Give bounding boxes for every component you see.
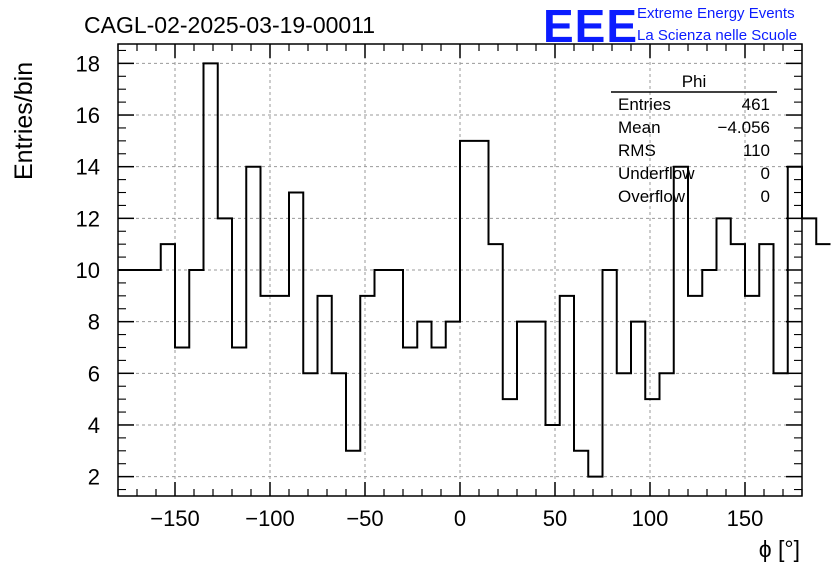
histogram-bin bbox=[403, 347, 417, 496]
histogram-bin bbox=[446, 322, 460, 496]
histogram-bin bbox=[745, 296, 759, 496]
histogram-bin bbox=[802, 218, 816, 496]
histogram-bin bbox=[360, 296, 374, 496]
histogram-bin bbox=[788, 167, 802, 496]
stats-value-rms: 110 bbox=[743, 141, 770, 160]
histogram-bin bbox=[489, 244, 503, 496]
axis-ticks: −150 −100 −50 0 50 100 150 2 4 6 8 10 12 14 16 18 bbox=[76, 44, 803, 531]
histogram-bin bbox=[161, 244, 175, 496]
histogram-series-line bbox=[118, 62, 831, 478]
y-tick-label: 8 bbox=[88, 310, 100, 335]
histogram-bin bbox=[731, 244, 745, 496]
x-tick-label: 50 bbox=[543, 506, 567, 531]
stats-label-overflow: Overflow bbox=[618, 187, 686, 206]
histogram-bin bbox=[603, 270, 617, 496]
stats-label-entries: Entries bbox=[618, 95, 671, 114]
histogram-bin bbox=[118, 270, 132, 496]
x-tick-label: 100 bbox=[632, 506, 669, 531]
stats-title: Phi bbox=[682, 72, 707, 91]
histogram-bin bbox=[289, 193, 303, 496]
y-tick-label: 10 bbox=[76, 258, 100, 283]
histogram-bin bbox=[132, 270, 146, 496]
stats-value-mean: −4.056 bbox=[718, 118, 770, 137]
y-tick-label: 12 bbox=[76, 206, 100, 231]
logo-line-2: La Scienza nelle Scuole bbox=[637, 27, 797, 44]
histogram-bin bbox=[261, 296, 275, 496]
y-tick-label: 18 bbox=[76, 51, 100, 76]
histogram-bin bbox=[660, 373, 674, 496]
histogram-bin bbox=[702, 270, 716, 496]
x-tick-label: −150 bbox=[150, 506, 200, 531]
stats-box: Phi Entries 461 Mean −4.056 RMS 110 Unde… bbox=[611, 72, 777, 206]
histogram-bin bbox=[318, 296, 332, 496]
histogram-bin bbox=[218, 218, 232, 496]
histogram-bin bbox=[432, 347, 446, 496]
histogram-bin bbox=[346, 451, 360, 496]
x-tick-label: 0 bbox=[454, 506, 466, 531]
histogram-bin bbox=[175, 347, 189, 496]
y-tick-label: 4 bbox=[88, 413, 100, 438]
histogram-bin bbox=[588, 477, 602, 496]
x-tick-label: −100 bbox=[245, 506, 295, 531]
histogram-bin bbox=[574, 451, 588, 496]
histogram-bin bbox=[460, 141, 474, 496]
histogram-bin bbox=[246, 167, 260, 496]
histogram-bin bbox=[303, 373, 317, 496]
histogram-bin bbox=[816, 244, 830, 496]
histogram-bin bbox=[688, 296, 702, 496]
histogram-bin bbox=[531, 322, 545, 496]
y-tick-label: 2 bbox=[88, 465, 100, 490]
x-tick-label: −50 bbox=[346, 506, 383, 531]
stats-label-underflow: Underflow bbox=[618, 164, 695, 183]
histogram-bin bbox=[389, 270, 403, 496]
histogram-bin bbox=[674, 167, 688, 496]
histogram-bin bbox=[617, 373, 631, 496]
y-tick-label: 6 bbox=[88, 361, 100, 386]
histogram-bin bbox=[147, 270, 161, 496]
histogram-bin bbox=[546, 425, 560, 496]
x-axis-label: ϕ [°] bbox=[759, 536, 800, 562]
histogram-bin bbox=[560, 296, 574, 496]
histogram-bin bbox=[417, 322, 431, 496]
histogram-bin bbox=[375, 270, 389, 496]
logo-line-1: Extreme Energy Events bbox=[637, 5, 795, 22]
histogram-bin bbox=[774, 373, 788, 496]
y-axis-label: Entries/bin bbox=[10, 62, 38, 180]
stats-value-underflow: 0 bbox=[761, 164, 770, 183]
histogram-bin bbox=[189, 270, 203, 496]
histogram-bin bbox=[232, 347, 246, 496]
histogram-bin bbox=[645, 399, 659, 496]
chart-title: CAGL-02-2025-03-19-00011 bbox=[84, 12, 375, 38]
histogram-bin bbox=[631, 322, 645, 496]
histogram-bin bbox=[474, 141, 488, 496]
x-tick-label: 150 bbox=[727, 506, 764, 531]
histogram-bin bbox=[204, 63, 218, 496]
stats-value-overflow: 0 bbox=[761, 187, 770, 206]
stats-label-mean: Mean bbox=[618, 118, 661, 137]
histogram-bin bbox=[517, 322, 531, 496]
histogram-bin bbox=[332, 373, 346, 496]
y-tick-label: 16 bbox=[76, 103, 100, 128]
histogram-bin bbox=[275, 296, 289, 496]
stats-value-entries: 461 bbox=[742, 95, 770, 114]
y-tick-label: 14 bbox=[76, 155, 100, 180]
stats-label-rms: RMS bbox=[618, 141, 656, 160]
histogram-bin bbox=[759, 244, 773, 496]
histogram-bin bbox=[503, 399, 517, 496]
histogram-bin bbox=[717, 218, 731, 496]
